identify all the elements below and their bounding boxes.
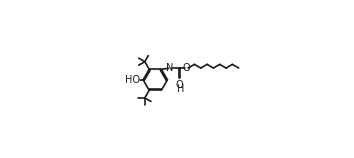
Text: O: O <box>176 80 183 90</box>
Text: O: O <box>182 63 190 73</box>
Text: N: N <box>166 63 174 73</box>
Text: H: H <box>177 85 184 94</box>
Text: HO: HO <box>125 75 140 85</box>
